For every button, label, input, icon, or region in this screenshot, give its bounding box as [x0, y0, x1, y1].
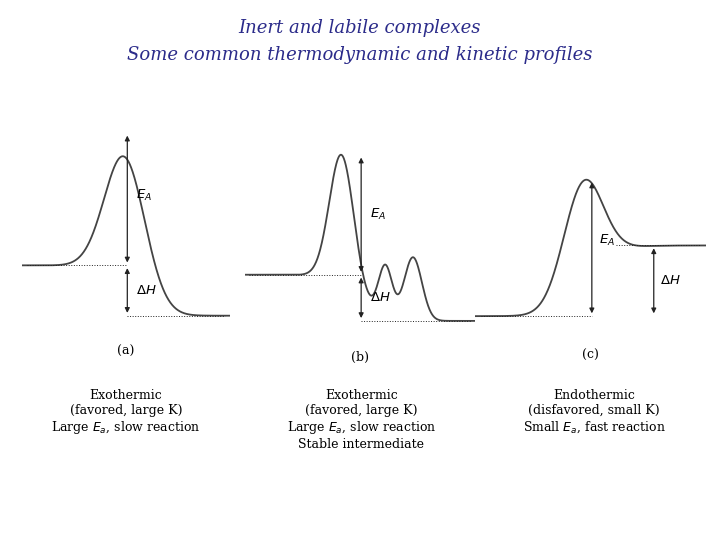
Text: $E_A$: $E_A$ [137, 187, 153, 202]
Text: $E_A$: $E_A$ [370, 207, 387, 222]
Text: $\Delta H$: $\Delta H$ [660, 274, 680, 287]
Text: $\Delta H$: $\Delta H$ [370, 291, 391, 305]
Text: Some common thermodynamic and kinetic profiles: Some common thermodynamic and kinetic pr… [127, 46, 593, 64]
Text: $\Delta H$: $\Delta H$ [137, 284, 157, 297]
Text: Exothermic
(favored, large K)
Large $E_a$, slow reaction
Stable intermediate: Exothermic (favored, large K) Large $E_a… [287, 389, 436, 451]
Text: $E_A$: $E_A$ [599, 233, 615, 248]
Text: Inert and labile complexes: Inert and labile complexes [239, 19, 481, 37]
Text: Exothermic
(favored, large K)
Large $E_a$, slow reaction: Exothermic (favored, large K) Large $E_a… [51, 389, 201, 436]
Text: Endothermic
(disfavored, small K)
Small $E_a$, fast reaction: Endothermic (disfavored, small K) Small … [523, 389, 665, 435]
Text: (a): (a) [117, 345, 135, 358]
Text: (c): (c) [582, 348, 599, 361]
Text: (b): (b) [351, 351, 369, 364]
